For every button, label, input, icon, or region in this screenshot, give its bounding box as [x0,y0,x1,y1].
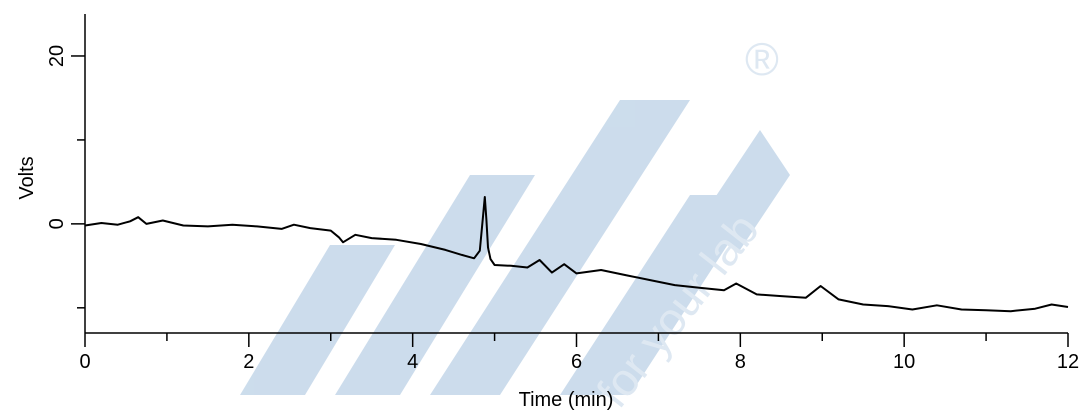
y-axis-ticks: 0 20 [46,45,85,309]
x-tick-label: 2 [243,351,254,373]
watermark-shape-5 [700,130,790,250]
watermark-shape-1 [240,245,395,395]
chromatogram-series-line [84,196,1069,313]
y-axis-label: Volts [16,156,38,199]
x-tick-label: 6 [571,351,582,373]
x-tick-label: 0 [79,351,90,373]
x-tick-label: 8 [735,351,746,373]
x-axis-label: Time (min) [519,389,614,411]
x-tick-label: 4 [407,351,418,373]
x-tick-label: 10 [893,351,915,373]
x-axis-ticks: 0 2 4 6 8 10 12 [79,333,1079,373]
x-tick-label: 12 [1057,351,1079,373]
watermark-shape-4 [560,195,760,395]
y-tick-label: 0 [46,218,68,229]
y-tick-label: 20 [46,45,68,67]
watermark-registered-mark: ® [745,33,779,85]
watermark-shape-2 [335,175,535,395]
watermark-logo: ® for your lab [240,33,790,412]
watermark-shape-3 [430,100,690,395]
